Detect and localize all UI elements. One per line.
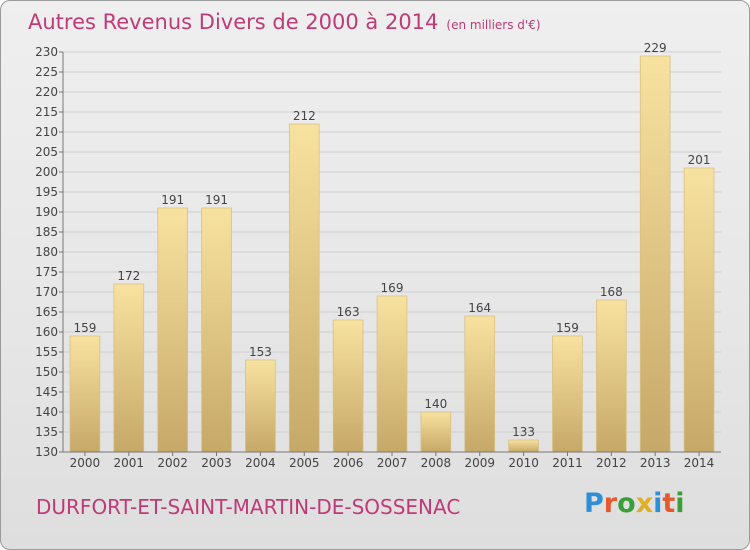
- x-tick-label: 2014: [684, 456, 715, 470]
- x-tick-label: 2002: [157, 456, 188, 470]
- x-tick-label: 2000: [70, 456, 101, 470]
- x-tick-label: 2009: [464, 456, 495, 470]
- logo-letter: r: [603, 488, 618, 519]
- title-text: Autres Revenus Divers de 2000 à 2014: [28, 10, 439, 34]
- bar: [332, 319, 364, 453]
- bar: [464, 315, 496, 453]
- logo-letter: o: [617, 488, 636, 519]
- bar: [639, 55, 671, 453]
- bars: [69, 55, 715, 453]
- bar-value-label: 140: [424, 397, 447, 411]
- bar-value-label: 191: [161, 193, 184, 207]
- x-tick-label: 2013: [640, 456, 671, 470]
- bar-value-label: 163: [337, 305, 360, 319]
- y-tick-label: 135: [35, 425, 58, 439]
- y-tick-label: 180: [35, 245, 58, 259]
- logo-letter: x: [635, 488, 654, 519]
- x-tick-label: 2010: [508, 456, 539, 470]
- bar: [420, 411, 452, 453]
- y-tick-label: 170: [35, 285, 58, 299]
- bar-value-label: 159: [556, 321, 579, 335]
- bar: [552, 335, 583, 453]
- y-tick-label: 130: [35, 445, 58, 459]
- y-tick-label: 150: [35, 365, 58, 379]
- bar-value-label: 212: [293, 109, 316, 123]
- y-tick-label: 175: [35, 265, 58, 279]
- bar: [201, 207, 232, 453]
- y-tick-label: 225: [35, 65, 58, 79]
- y-tick-label: 155: [35, 345, 58, 359]
- bar-value-label: 133: [512, 425, 535, 439]
- y-tick-label: 160: [35, 325, 58, 339]
- y-tick-label: 200: [35, 165, 58, 179]
- y-tick-label: 190: [35, 205, 58, 219]
- x-tick-label: 2011: [552, 456, 583, 470]
- bar: [596, 299, 627, 453]
- bar: [245, 359, 276, 453]
- proxiti-logo: Proxiti: [584, 488, 685, 519]
- y-tick-label: 195: [35, 185, 58, 199]
- bar: [288, 123, 320, 453]
- commune-name: DURFORT-ET-SAINT-MARTIN-DE-SOSSENAC: [36, 495, 461, 519]
- logo-letter: i: [653, 488, 663, 519]
- bar: [69, 335, 101, 453]
- x-tick-label: 2007: [377, 456, 408, 470]
- x-tick-label: 2005: [289, 456, 320, 470]
- bar: [157, 207, 188, 453]
- logo-letter: i: [675, 488, 685, 519]
- labels: 130 135 140 145 150 155 160 165 170 175 180 185 190 1…: [35, 41, 714, 470]
- bar-value-label: 201: [688, 153, 711, 167]
- y-tick-label: 185: [35, 225, 58, 239]
- bar-value-label: 169: [381, 281, 404, 295]
- y-tick-label: 210: [35, 125, 58, 139]
- bar-value-label: 168: [600, 285, 623, 299]
- axes: [59, 51, 721, 456]
- y-tick-label: 205: [35, 145, 58, 159]
- bar-value-label: 159: [73, 321, 96, 335]
- bar-value-label: 172: [117, 269, 140, 283]
- x-tick-label: 2008: [421, 456, 452, 470]
- y-tick-label: 165: [35, 305, 58, 319]
- y-tick-label: 220: [35, 85, 58, 99]
- bar-value-label: 164: [468, 301, 491, 315]
- chart-title: Autres Revenus Divers de 2000 à 2014 (en …: [28, 10, 541, 34]
- x-tick-label: 2003: [201, 456, 232, 470]
- y-tick-label: 215: [35, 105, 58, 119]
- bar: [113, 283, 145, 453]
- x-tick-label: 2012: [596, 456, 627, 470]
- bar: [376, 295, 408, 453]
- y-tick-label: 145: [35, 385, 58, 399]
- logo-letter: P: [584, 488, 604, 519]
- bar-value-label: 153: [249, 345, 272, 359]
- y-tick-label: 140: [35, 405, 58, 419]
- bar-value-label: 229: [644, 41, 667, 55]
- logo-letter: t: [662, 488, 676, 519]
- bar: [508, 439, 539, 453]
- bar: [683, 167, 715, 453]
- x-tick-label: 2004: [245, 456, 276, 470]
- x-tick-label: 2001: [114, 456, 145, 470]
- y-tick-label: 230: [35, 45, 58, 59]
- x-tick-label: 2006: [333, 456, 364, 470]
- title-unit: (en milliers d'€): [446, 18, 541, 32]
- bar-value-label: 191: [205, 193, 228, 207]
